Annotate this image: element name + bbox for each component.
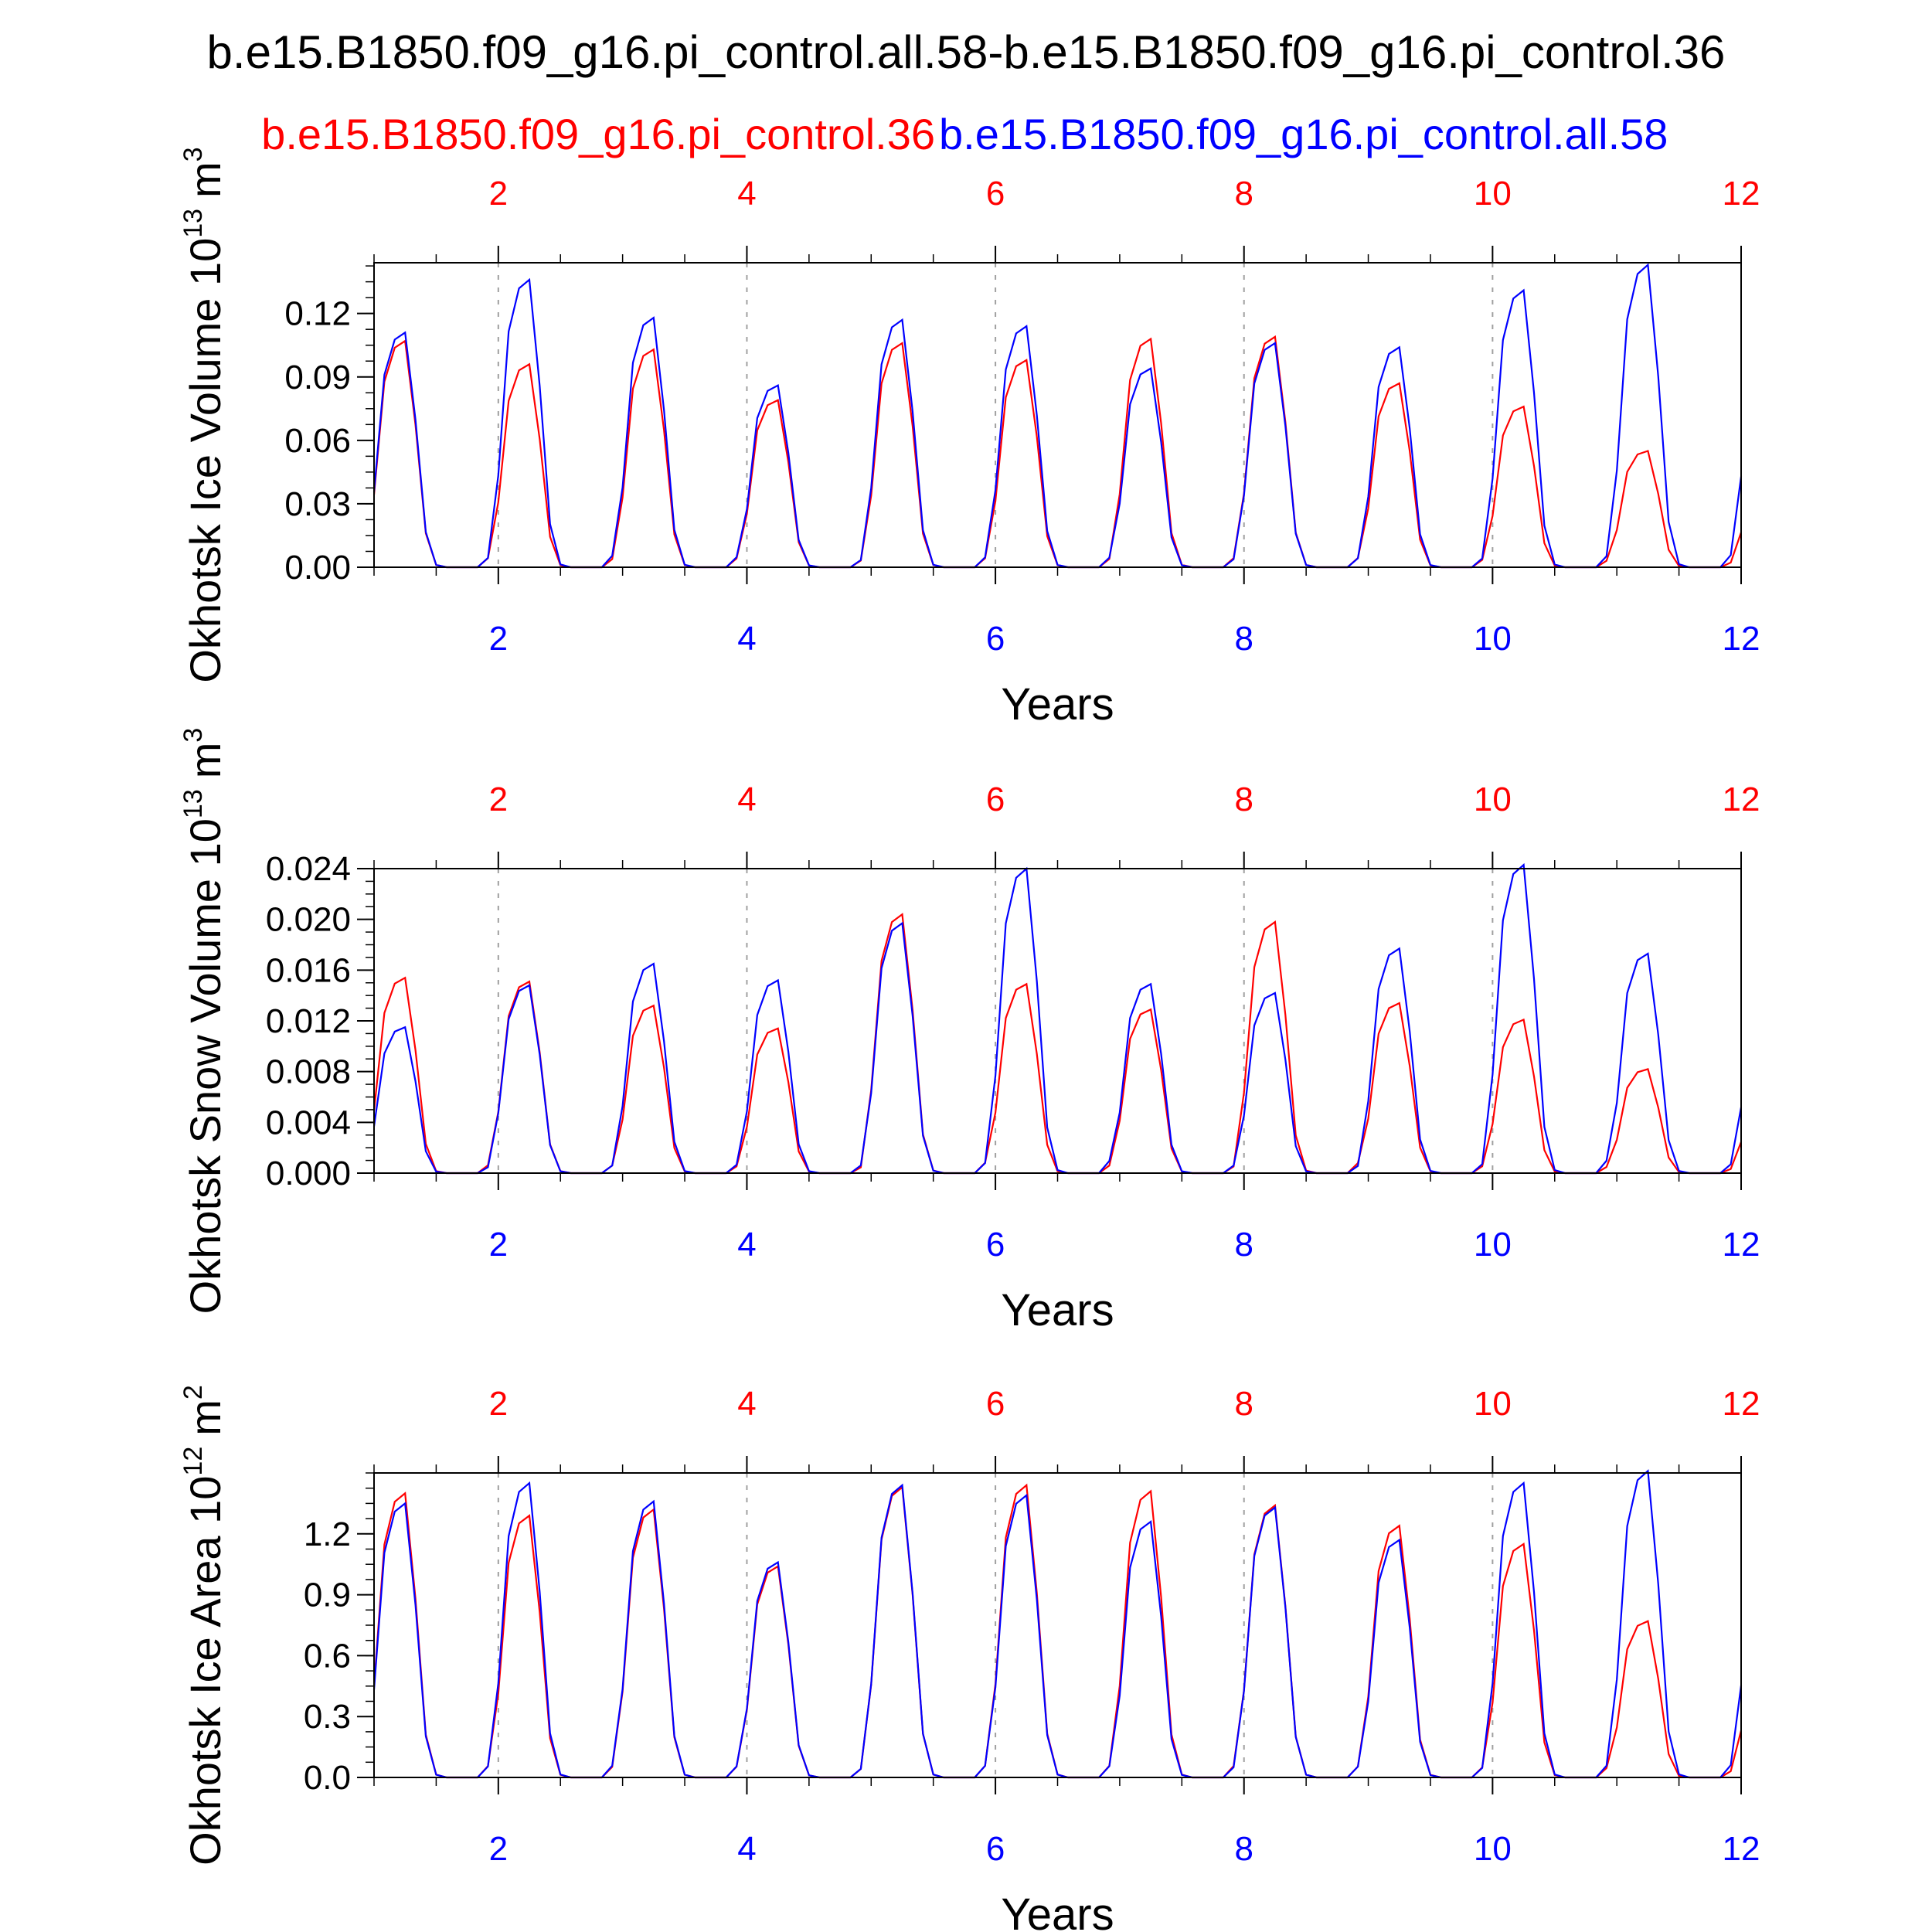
y-tick-label: 0.020 — [266, 901, 351, 939]
y-axis-label-main: Okhotsk Ice Area 10 — [181, 1476, 230, 1866]
legend-blue-label: b.e15.B1850.f09_g16.pi_control.all.58 — [939, 110, 1668, 158]
x-tick-label-top: 12 — [1723, 781, 1760, 818]
y-tick-label: 0.09 — [284, 359, 351, 396]
y-tick-label: 0.06 — [284, 422, 351, 460]
x-tick-label-top: 6 — [986, 1385, 1005, 1423]
y-tick-label: 0.12 — [284, 295, 351, 333]
y-axis-label-unit-exponent: 3 — [179, 147, 208, 162]
x-tick-label-top: 4 — [737, 175, 756, 213]
y-tick-label: 0.6 — [304, 1637, 351, 1675]
x-tick-label-bottom: 12 — [1723, 620, 1760, 658]
x-tick-label-bottom: 10 — [1474, 1830, 1512, 1868]
y-tick-label: 0.03 — [284, 485, 351, 523]
y-axis-label-unit: m — [181, 743, 230, 779]
y-axis-label-exponent: 13 — [179, 789, 208, 818]
x-tick-label-bottom: 10 — [1474, 1226, 1512, 1264]
x-tick-label-bottom: 2 — [489, 620, 508, 658]
x-axis-label: Years — [1001, 679, 1114, 730]
chart-title: b.e15.B1850.f09_g16.pi_control.all.58-b.… — [207, 26, 1726, 78]
panel-3: 0.0 0.3 0.6 0.9 1.2 2 2 4 4 6 6 8 8 10 10 12 12 Years Okho… — [179, 1385, 1760, 1932]
y-tick-label: 0.024 — [266, 850, 351, 888]
y-tick-label: 0.000 — [266, 1155, 351, 1192]
series-line-blue — [372, 862, 1743, 1175]
x-tick-label-bottom: 8 — [1234, 1830, 1253, 1868]
y-axis-label-exponent: 13 — [179, 209, 208, 238]
y-axis-label: Okhotsk Snow Volume 1013 m3 — [179, 728, 230, 1315]
x-tick-label-bottom: 12 — [1723, 1830, 1760, 1868]
x-tick-label-bottom: 8 — [1234, 1226, 1253, 1264]
panel-2: 0.000 0.004 0.008 0.012 0.016 0.020 0.024 2 2 4 4 6… — [179, 728, 1760, 1335]
y-tick-label: 0.9 — [304, 1577, 351, 1614]
y-tick-label: 0.004 — [266, 1104, 351, 1141]
y-tick-label: 0.3 — [304, 1698, 351, 1736]
x-axis-label: Years — [1001, 1285, 1114, 1335]
x-tick-label-top: 10 — [1474, 175, 1512, 213]
x-tick-label-bottom: 6 — [986, 1830, 1005, 1868]
x-tick-label-top: 6 — [986, 781, 1005, 818]
y-tick-label: 1.2 — [304, 1515, 351, 1553]
y-axis-label-unit-exponent: 3 — [179, 728, 208, 743]
x-tick-label-top: 2 — [489, 781, 508, 818]
legend-red-label: b.e15.B1850.f09_g16.pi_control.36 — [261, 110, 935, 158]
x-tick-label-top: 8 — [1234, 1385, 1253, 1423]
x-tick-label-bottom: 4 — [737, 620, 756, 658]
x-tick-label-top: 2 — [489, 1385, 508, 1423]
y-tick-label: 0.008 — [266, 1053, 351, 1091]
x-axis-label: Years — [1001, 1889, 1114, 1932]
series-line-blue — [372, 263, 1743, 569]
x-tick-label-bottom: 6 — [986, 1226, 1005, 1264]
y-axis-label: Okhotsk Ice Area 1012 m2 — [179, 1385, 230, 1866]
series-line-blue — [372, 1469, 1743, 1779]
y-tick-label: 0.012 — [266, 1002, 351, 1040]
x-tick-label-bottom: 10 — [1474, 620, 1512, 658]
x-tick-label-top: 12 — [1723, 1385, 1760, 1423]
y-axis-label-main: Okhotsk Ice Volume 10 — [181, 238, 230, 683]
plot-frame — [373, 868, 1742, 1174]
x-tick-label-top: 8 — [1234, 781, 1253, 818]
x-tick-label-bottom: 2 — [489, 1830, 508, 1868]
y-axis-label: Okhotsk Ice Volume 1013 m3 — [179, 147, 230, 682]
panel-1: 0.00 0.03 0.06 0.09 0.12 2 2 4 4 6 6 8 8 10 10 12 12 Year… — [179, 147, 1760, 730]
y-tick-label: 0.0 — [304, 1759, 351, 1797]
x-tick-label-top: 4 — [737, 1385, 756, 1423]
x-tick-label-top: 10 — [1474, 781, 1512, 818]
x-tick-label-bottom: 2 — [489, 1226, 508, 1264]
x-tick-label-top: 8 — [1234, 175, 1253, 213]
y-axis-label-exponent: 12 — [179, 1447, 208, 1476]
series-line-red — [372, 913, 1743, 1175]
x-tick-label-top: 10 — [1474, 1385, 1512, 1423]
series-line-red — [372, 335, 1743, 569]
x-tick-label-bottom: 6 — [986, 620, 1005, 658]
x-tick-label-bottom: 4 — [737, 1226, 756, 1264]
y-axis-label-unit: m — [181, 162, 230, 198]
x-tick-label-top: 12 — [1723, 175, 1760, 213]
y-tick-label: 0.016 — [266, 951, 351, 989]
x-tick-label-bottom: 8 — [1234, 620, 1253, 658]
panels-group: 0.000.030.060.090.122244668810101212Year… — [179, 147, 1760, 1932]
x-tick-label-top: 4 — [737, 781, 756, 818]
y-tick-label: 0.00 — [284, 549, 351, 587]
y-axis-label-unit: m — [181, 1400, 230, 1436]
x-tick-label-bottom: 12 — [1723, 1226, 1760, 1264]
x-tick-label-top: 2 — [489, 175, 508, 213]
x-tick-label-top: 6 — [986, 175, 1005, 213]
y-axis-label-main: Okhotsk Snow Volume 10 — [181, 818, 230, 1314]
y-axis-label-unit-exponent: 2 — [179, 1385, 208, 1400]
x-tick-label-bottom: 4 — [737, 1830, 756, 1868]
